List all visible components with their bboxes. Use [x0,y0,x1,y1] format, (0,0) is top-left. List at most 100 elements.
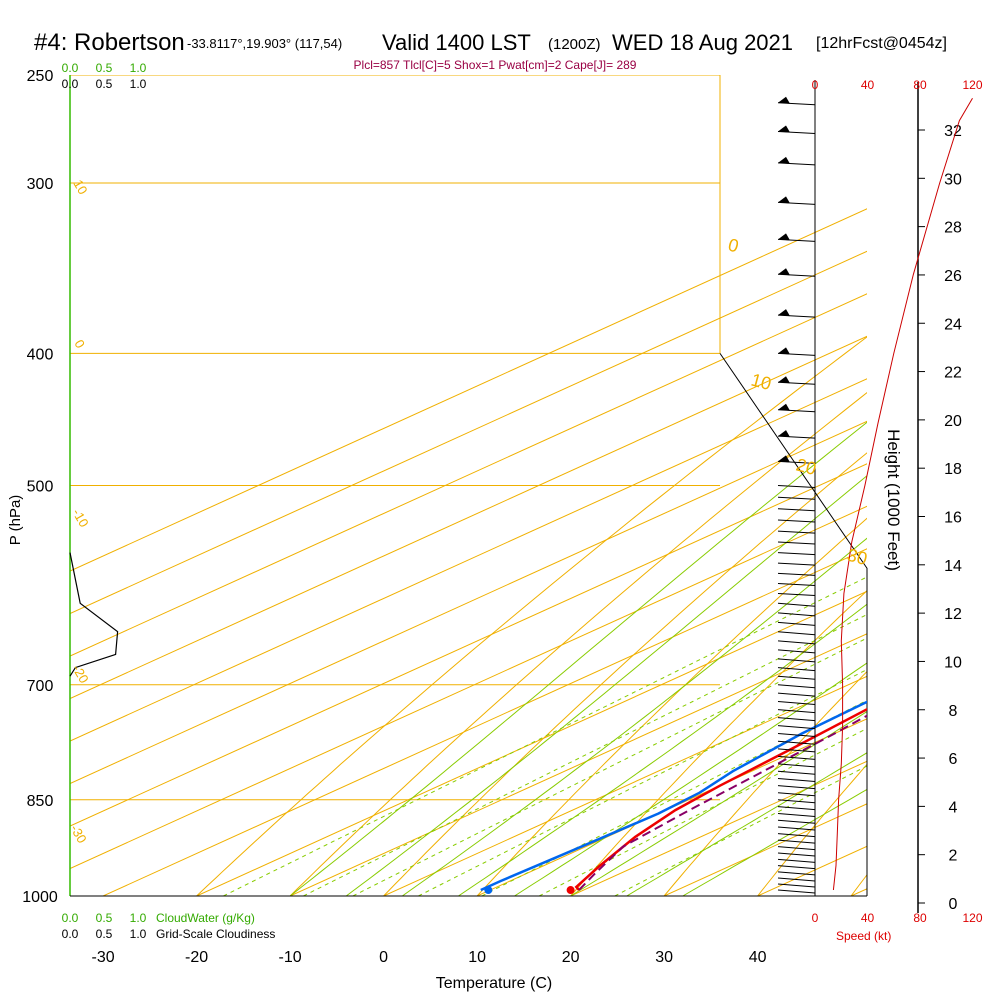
cloudiness-tick-top: 0.5 [96,77,113,91]
dry-adiabat-label: -10 [69,506,91,530]
wind-barb [777,865,816,870]
pressure-tick-label: 850 [27,793,54,810]
wind-barb [777,541,816,545]
temperature-tick-label: 20 [562,949,580,966]
wind-barb [777,519,816,523]
wind-barb [777,709,816,714]
mixing-ratio-line [481,699,867,896]
wind-barb-flag [778,403,790,411]
isotherm-line [70,293,867,657]
wind-barb-flag [778,430,790,438]
height-tick-label: 20 [944,413,962,430]
title-station: #4: Robertson [34,29,185,56]
title-utc: (1200Z) [548,36,601,53]
moist-adiabat-line [626,752,867,896]
moist-adiabat-line [514,662,867,896]
height-tick-label: 4 [949,799,958,816]
wind-barb-flag [778,347,790,355]
cloudiness-tick-top: 1.0 [130,77,147,91]
wind-barb-flag [778,309,790,317]
right-border [719,353,868,896]
wind-barb [777,552,816,556]
wind-barb [777,602,816,607]
profiles [480,700,867,895]
title-date: WED 18 Aug 2021 [612,30,793,55]
speed-tick-bottom: 0 [812,911,819,925]
wind-barb [777,883,816,888]
wind-barb [777,748,816,753]
pressure-tick-label: 250 [27,68,54,85]
dry-adiabat-label: 10 [749,370,774,395]
temperature-tick-label: -10 [279,949,302,966]
mixing-ratio-line [418,668,867,896]
title-forecast: [12hrFcst@0454z] [816,35,947,52]
mixing-ratio-line [303,613,867,896]
dry-adiabat-line [289,392,867,896]
wind-barb [777,846,816,851]
stats-line: Plcl=857 Tlcl[C]=5 Shox=1 Pwat[cm]=2 Cap… [354,58,637,72]
wind-barb-flag [778,156,790,164]
isotherm-line [289,633,867,896]
temperature-tick-label: 30 [655,949,673,966]
wind-barb [777,732,816,737]
mixing-ratio-label: 2 [305,902,322,918]
speed-tick-bottom: 80 [913,911,927,925]
cloudiness-tick-bottom: 1.0 [130,927,147,941]
wind-barb [777,508,816,512]
isotherm-line [70,208,867,572]
cloudiness-tick-top: 0.0 [62,77,79,91]
moist-adiabat-line [458,603,867,896]
dry-adiabat-label: 0 [726,235,741,257]
isotherm-line [70,378,867,742]
pressure-tick-label: 300 [27,176,54,193]
wind-barb [777,583,816,587]
moist-adiabat-line [402,537,867,896]
height-tick-label: 28 [944,220,962,237]
pressure-tick-label: 500 [27,479,54,496]
wind-barb [777,692,816,697]
moist-adiabat-line [289,421,867,896]
height-tick-label: 10 [944,654,962,671]
height-tick-label: 8 [949,703,958,720]
wind-barb-flag [778,376,790,384]
dry-adiabat-line [476,517,867,896]
wind-barb [777,572,816,576]
title-valid: Valid 1400 LST [382,30,531,55]
wind-barb [777,871,816,876]
height-tick-label: 0 [949,896,958,913]
wind-barb [777,621,816,626]
temperature-tick-label: 10 [468,949,486,966]
height-tick-label: 32 [944,123,962,140]
wind-barb [777,700,816,705]
temperature-tick-label: -30 [92,949,115,966]
wind-barb-flag [778,268,790,276]
cloudiness-label: Grid-Scale Cloudiness [156,927,275,941]
surface-dewpoint-dot [484,886,493,895]
height-tick-label: 30 [944,171,962,188]
background-lines: 1 2 3 5 8 12 20 [70,75,867,918]
isotherm-line [70,335,867,700]
wind-barb [777,675,816,680]
isotherm-line [70,420,867,785]
wind-barb [777,562,816,566]
isotherm-line [196,590,867,896]
wind-barb [777,649,816,654]
isotherm-line [70,505,867,870]
wind-barb [777,612,816,617]
wind-barb [777,819,816,824]
speed-tick-top: 0 [812,78,819,92]
mixing-ratio-line [538,727,867,896]
wind-barb [777,833,816,838]
isotherm-line [476,718,867,896]
dry-adiabat-line [757,763,867,896]
wind-barb [777,813,816,818]
moist-adiabat-line [345,475,867,896]
wind-barb [777,592,816,596]
cloudwater-tick-top: 1.0 [130,61,147,75]
wind-barb [777,877,816,882]
wind-barb-flag [778,233,790,241]
wind-barb [777,725,816,730]
wind-barb [777,839,816,844]
height-tick-label: 2 [949,848,958,865]
